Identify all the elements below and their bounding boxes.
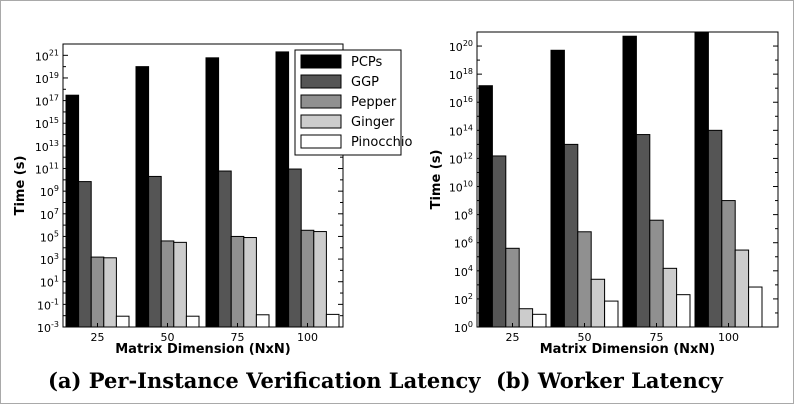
bar-pepper-100 <box>721 200 736 328</box>
bar-ggp-25 <box>78 181 92 328</box>
x-tick-label: 50 <box>578 331 592 344</box>
bar-pepper-25 <box>90 256 105 328</box>
y-tick-label: 1015 <box>35 116 59 131</box>
bar-ginger-50 <box>173 241 187 328</box>
y-tick-label: 1018 <box>449 67 473 82</box>
y-tick-label: 102 <box>454 292 473 307</box>
y-tick-label: 109 <box>40 184 59 199</box>
bar-pinocchio-75 <box>676 294 691 328</box>
bar-ginger-100 <box>313 231 327 328</box>
x-tick-label: 25 <box>91 331 105 344</box>
y-tick-label: 1019 <box>35 71 59 86</box>
y-tick-label: 106 <box>454 236 473 251</box>
bar-pcps-100 <box>275 51 290 328</box>
bar-pcps-50 <box>135 66 150 328</box>
bar-pinocchio-75 <box>255 314 270 328</box>
y-tick-label: 1021 <box>35 48 59 63</box>
bar-ggp-50 <box>148 175 162 328</box>
bar-pepper-50 <box>160 240 175 328</box>
bar-ginger-75 <box>662 267 678 328</box>
bar-ggp-100 <box>288 168 302 328</box>
y-tick-label: 101 <box>40 275 59 290</box>
bar-pcps-25 <box>65 94 80 328</box>
bar-ggp-50 <box>563 143 579 328</box>
bar-pepper-25 <box>505 247 520 328</box>
bar-ginger-75 <box>243 237 257 328</box>
bar-ginger-50 <box>590 278 606 328</box>
bar-pcps-50 <box>550 49 565 328</box>
y-tick-label: 1020 <box>449 39 473 54</box>
y-tick-label: 1017 <box>35 94 59 109</box>
bar-pcps-75 <box>205 57 220 328</box>
y-tick-label: 1016 <box>449 95 473 110</box>
bar-pcps-25 <box>478 85 493 328</box>
y-axis-title: Time (s) <box>429 150 444 210</box>
y-tick-label: 105 <box>40 229 59 244</box>
bar-pepper-100 <box>300 229 315 328</box>
bar-pinocchio-25 <box>532 313 547 328</box>
bar-pinocchio-50 <box>185 315 200 328</box>
legend-swatch-ggp <box>300 74 342 89</box>
y-tick-label: 10-3 <box>37 320 59 335</box>
chart-a: 10-3 10-1 101 103 105 107 109 1011 1013 1015 1017 1… <box>13 43 413 357</box>
y-tick-label: 100 <box>454 320 473 335</box>
bar-pepper-50 <box>577 231 592 328</box>
bar-pinocchio-25 <box>115 315 130 328</box>
x-tick-label: 75 <box>650 331 664 344</box>
x-tick-label: 50 <box>161 331 175 344</box>
y-tick-label: 1014 <box>449 123 473 138</box>
legend-label-ginger: Ginger <box>351 115 395 130</box>
x-axis-title: Matrix Dimension (NxN) <box>115 342 291 357</box>
bar-ginger-100 <box>734 249 750 328</box>
x-tick-label: 25 <box>506 331 520 344</box>
x-tick-label: 75 <box>231 331 245 344</box>
legend-swatch-pinocchio <box>300 134 342 149</box>
legend-label-ggp: GGP <box>351 75 379 90</box>
bar-ggp-25 <box>491 155 507 328</box>
y-tick-label: 104 <box>454 264 473 279</box>
y-tick-label: 103 <box>40 252 59 267</box>
y-tick-label: 108 <box>454 208 473 223</box>
legend-label-pepper: Pepper <box>351 95 397 110</box>
chart-b: 100 102 104 106 108 1010 1012 1014 1016 1018 1020 2… <box>429 31 779 357</box>
bar-pepper-75 <box>649 219 664 328</box>
y-tick-label: 1012 <box>449 151 473 166</box>
bar-pepper-75 <box>230 235 245 328</box>
x-tick-label: 100 <box>297 331 318 344</box>
legend-swatch-pcps <box>300 54 342 69</box>
bar-ggp-75 <box>218 170 232 328</box>
bar-ggp-75 <box>635 134 651 328</box>
bar-ggp-100 <box>707 129 723 328</box>
legend-label-pinocchio: Pinocchio <box>351 135 413 150</box>
bar-ginger-25 <box>103 257 117 328</box>
y-tick-label: 1010 <box>449 180 473 195</box>
y-tick-label: 10-1 <box>37 297 59 312</box>
bar-pcps-100 <box>694 31 709 328</box>
legend-swatch-ginger <box>300 114 342 129</box>
legend-label-pcps: PCPs <box>351 55 383 70</box>
y-tick-label: 1011 <box>35 162 59 177</box>
x-axis-title: Matrix Dimension (NxN) <box>540 342 716 357</box>
y-tick-label: 107 <box>40 207 59 222</box>
legend-swatch-pepper <box>300 94 342 109</box>
caption-right: (b) Worker Latency <box>496 368 723 393</box>
bar-pcps-75 <box>622 35 637 328</box>
bar-pinocchio-100 <box>748 286 763 328</box>
bar-pinocchio-100 <box>325 313 340 328</box>
y-tick-label: 1013 <box>35 139 59 154</box>
y-axis-title: Time (s) <box>13 156 28 216</box>
caption-left: (a) Per-Instance Verification Latency <box>48 368 481 393</box>
x-tick-label: 100 <box>718 331 739 344</box>
bar-pinocchio-50 <box>604 300 619 328</box>
legend: PCPs GGP Pepper Ginger Pinocchio <box>294 49 413 156</box>
plot-area <box>62 43 344 328</box>
bar-ginger-25 <box>518 308 534 328</box>
